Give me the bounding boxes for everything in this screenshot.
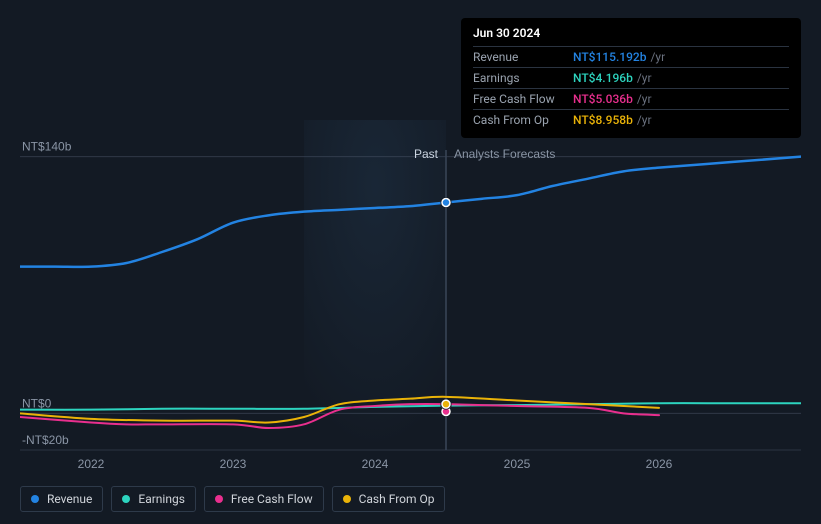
tooltip-value: NT$5.036b <box>573 92 633 106</box>
tooltip-label: Free Cash Flow <box>473 92 573 106</box>
tooltip: Jun 30 2024 RevenueNT$115.192b/yrEarning… <box>461 18 801 138</box>
legend-item[interactable]: Earnings <box>111 486 196 512</box>
svg-text:NT$0: NT$0 <box>22 396 52 410</box>
legend-item[interactable]: Free Cash Flow <box>204 486 324 512</box>
legend: Revenue Earnings Free Cash Flow Cash From O… <box>20 486 445 512</box>
tooltip-suffix: /yr <box>637 92 652 106</box>
legend-dot <box>31 495 39 503</box>
tooltip-label: Revenue <box>473 50 573 64</box>
svg-text:2023: 2023 <box>220 457 247 471</box>
legend-label: Cash From Op <box>359 492 435 506</box>
legend-dot <box>122 495 130 503</box>
legend-dot <box>215 495 223 503</box>
tooltip-suffix: /yr <box>637 113 652 127</box>
legend-label: Earnings <box>138 492 185 506</box>
svg-text:2026: 2026 <box>646 457 673 471</box>
tooltip-value: NT$8.958b <box>573 113 633 127</box>
legend-item[interactable]: Cash From Op <box>332 486 446 512</box>
tooltip-label: Earnings <box>473 71 573 85</box>
tooltip-value: NT$115.192b <box>573 50 646 64</box>
legend-dot <box>343 495 351 503</box>
svg-text:NT$140b: NT$140b <box>22 140 72 154</box>
svg-text:Past: Past <box>414 147 439 161</box>
svg-text:-NT$20b: -NT$20b <box>22 433 69 447</box>
tooltip-suffix: /yr <box>650 50 665 64</box>
tooltip-suffix: /yr <box>637 71 652 85</box>
svg-text:2025: 2025 <box>504 457 531 471</box>
svg-text:2022: 2022 <box>78 457 105 471</box>
svg-text:2024: 2024 <box>362 457 389 471</box>
tooltip-row: EarningsNT$4.196b/yr <box>473 67 789 88</box>
legend-label: Revenue <box>47 492 92 506</box>
tooltip-row: Free Cash FlowNT$5.036b/yr <box>473 88 789 109</box>
tooltip-row: RevenueNT$115.192b/yr <box>473 46 789 67</box>
tooltip-row: Cash From OpNT$8.958b/yr <box>473 109 789 130</box>
svg-text:Analysts Forecasts: Analysts Forecasts <box>454 147 555 161</box>
legend-item[interactable]: Revenue <box>20 486 103 512</box>
tooltip-rows: RevenueNT$115.192b/yrEarningsNT$4.196b/y… <box>473 46 789 130</box>
tooltip-value: NT$4.196b <box>573 71 633 85</box>
tooltip-label: Cash From Op <box>473 113 573 127</box>
tooltip-date: Jun 30 2024 <box>473 26 789 46</box>
legend-label: Free Cash Flow <box>231 492 313 506</box>
